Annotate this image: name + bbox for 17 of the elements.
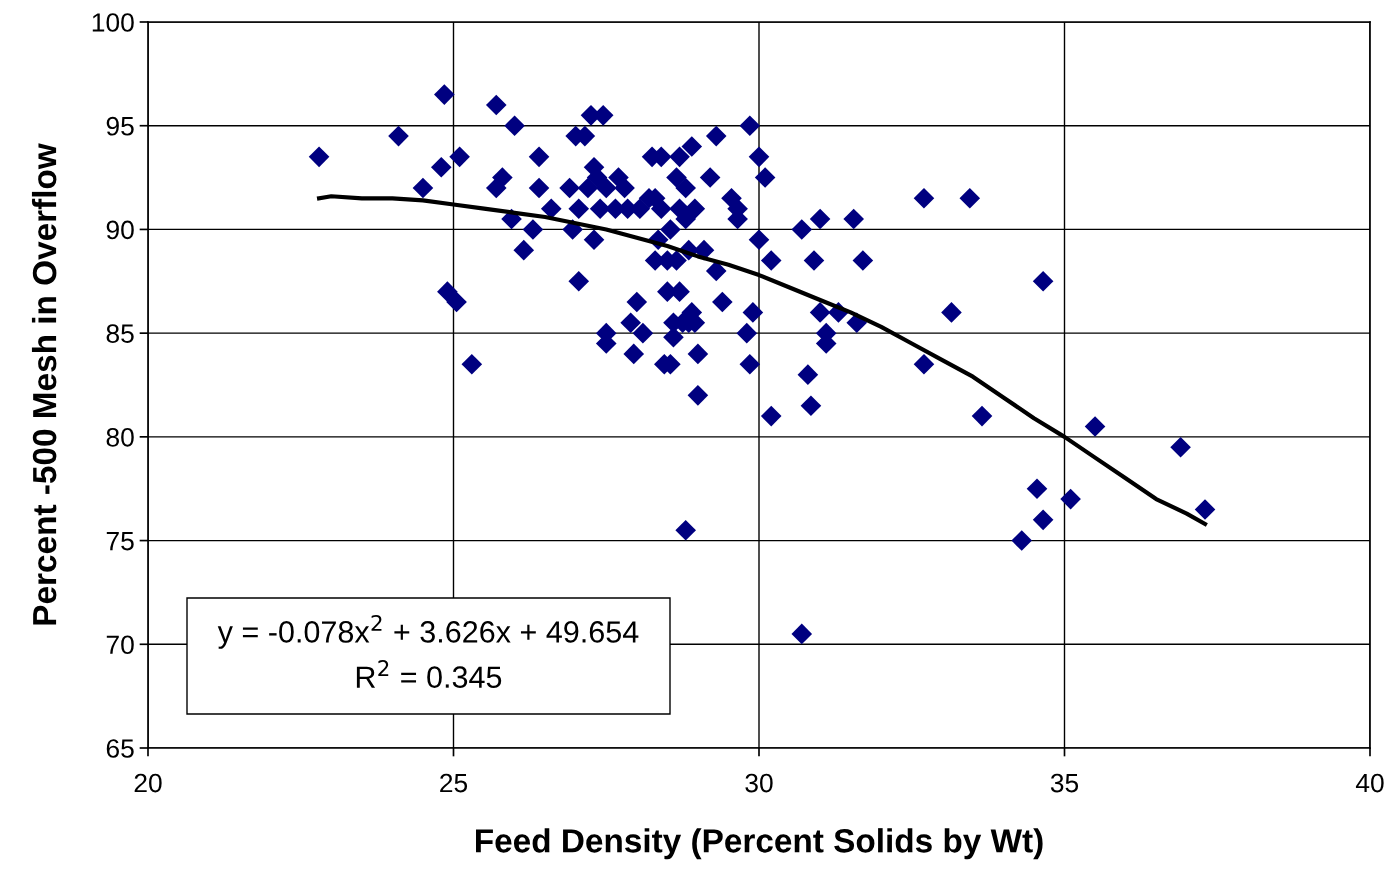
y-tick-label: 70: [106, 635, 134, 655]
y-tick-label: 95: [106, 116, 134, 136]
y-tick-label: 80: [106, 427, 134, 447]
y-tick-label: 100: [92, 13, 134, 32]
y-tick-label: 85: [106, 324, 134, 343]
y-axis-title: Percent -500 Mesh in Overflow: [31, 143, 57, 625]
x-tick-label: 20: [134, 773, 162, 793]
y-tick-label: 90: [106, 220, 134, 240]
annotation: R$^{2}$ = 0.345: [356, 660, 502, 688]
annotation: y = -0.078x$^{2}$ + 3.626x + 49.654: [217, 614, 639, 649]
y-tick-label: 65: [106, 739, 134, 758]
x-tick-label: 35: [1050, 773, 1079, 793]
x-tick-label: 25: [440, 773, 468, 793]
y-tick-label: 75: [106, 531, 134, 551]
x-tick-label: 30: [745, 773, 773, 793]
x-axis-title: Feed Density (Percent Solids by Wt): [476, 828, 1043, 860]
x-tick-label: 40: [1355, 773, 1384, 793]
